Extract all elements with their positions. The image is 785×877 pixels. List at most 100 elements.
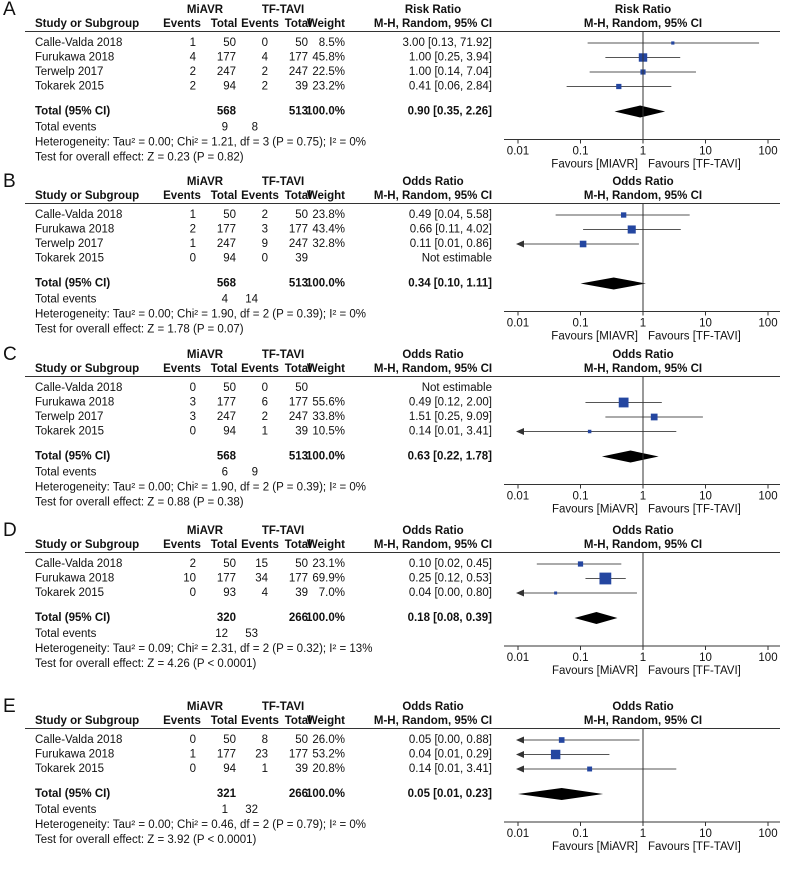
column-header: Events bbox=[241, 539, 279, 551]
panel-label: B bbox=[3, 171, 16, 192]
cell: 39 bbox=[295, 253, 308, 265]
effect-method: M-H, Random, 95% CI bbox=[374, 363, 492, 375]
cell: 321 bbox=[217, 788, 237, 800]
column-header: Study or Subgroup bbox=[35, 190, 139, 202]
weight: 23.8% bbox=[312, 209, 345, 221]
x-tick-label: 100 bbox=[758, 146, 777, 158]
favours-label: Favours [TF-TAVI] bbox=[648, 331, 741, 343]
weight: 10.5% bbox=[312, 426, 345, 438]
cell: 39 bbox=[295, 426, 308, 438]
cell: 177 bbox=[217, 397, 236, 409]
group-header: TF-TAVI bbox=[262, 701, 304, 713]
cell: 3 bbox=[190, 411, 196, 423]
cell: 34 bbox=[255, 573, 268, 585]
x-tick-label: 10 bbox=[699, 652, 712, 664]
cell: 177 bbox=[289, 224, 308, 236]
column-header: Total bbox=[285, 539, 312, 551]
favours-label: Favours [TF-TAVI] bbox=[648, 665, 741, 677]
study-square bbox=[599, 572, 612, 585]
heterogeneity: Heterogeneity: Tau² = 0.00; Chi² = 1.90,… bbox=[35, 482, 366, 494]
weight: 55.6% bbox=[312, 397, 345, 409]
cell: 247 bbox=[217, 238, 236, 250]
total-label: Total (95% CI) bbox=[35, 451, 110, 463]
cell: 177 bbox=[217, 224, 236, 236]
total-label: Total (95% CI) bbox=[35, 106, 110, 118]
study-name: Furukawa 2018 bbox=[35, 224, 114, 236]
weight: 53.2% bbox=[312, 749, 345, 761]
plot-title: Odds Ratio bbox=[612, 701, 673, 713]
cell: 4 bbox=[222, 294, 229, 306]
cell: 50 bbox=[223, 734, 236, 746]
column-header: Total bbox=[211, 363, 238, 375]
x-tick-label: 0.1 bbox=[573, 828, 589, 840]
study-name: Furukawa 2018 bbox=[35, 749, 114, 761]
column-header: Events bbox=[241, 190, 279, 202]
estimate: 0.18 [0.08, 0.39] bbox=[408, 612, 493, 624]
x-tick-label: 10 bbox=[699, 491, 712, 503]
estimate: 0.66 [0.11, 4.02] bbox=[410, 224, 492, 236]
study-name: Terwelp 2017 bbox=[35, 238, 103, 250]
cell: 93 bbox=[223, 587, 236, 599]
total-events-label: Total events bbox=[35, 122, 97, 134]
group-header: MiAVR bbox=[187, 701, 224, 713]
x-tick-label: 0.1 bbox=[573, 652, 589, 664]
x-tick-label: 10 bbox=[699, 318, 712, 330]
group-header: TF-TAVI bbox=[262, 4, 304, 16]
heterogeneity: Heterogeneity: Tau² = 0.09; Chi² = 2.31,… bbox=[35, 643, 372, 655]
cell: 94 bbox=[223, 763, 236, 775]
weight: 69.9% bbox=[312, 573, 345, 585]
estimate: 0.34 [0.10, 1.11] bbox=[408, 278, 492, 290]
x-tick-label: 100 bbox=[758, 318, 777, 330]
weight: 23.2% bbox=[312, 81, 345, 93]
x-tick-label: 100 bbox=[758, 652, 777, 664]
column-header: Total bbox=[211, 190, 238, 202]
panel-label: E bbox=[3, 696, 16, 717]
cell: 39 bbox=[295, 763, 308, 775]
cell: 177 bbox=[289, 397, 308, 409]
ci-arrow bbox=[516, 736, 524, 744]
cell: 4 bbox=[262, 587, 269, 599]
estimate: 0.05 [0.01, 0.23] bbox=[408, 788, 493, 800]
column-header: Total bbox=[285, 363, 312, 375]
cell: 177 bbox=[217, 749, 236, 761]
favours-label: Favours [MiAVR] bbox=[552, 504, 638, 516]
estimate: 0.11 [0.01, 0.86] bbox=[410, 238, 492, 250]
estimate: 3.00 [0.13, 71.92] bbox=[402, 37, 492, 49]
column-header: Total bbox=[285, 190, 312, 202]
x-tick-label: 10 bbox=[699, 146, 712, 158]
study-name: Calle-Valda 2018 bbox=[35, 37, 122, 49]
column-header: Study or Subgroup bbox=[35, 18, 139, 30]
cell: 50 bbox=[295, 37, 308, 49]
cell: 1 bbox=[190, 238, 196, 250]
weight: 7.0% bbox=[319, 587, 345, 599]
total-diamond bbox=[574, 612, 618, 624]
column-header: Total bbox=[211, 539, 238, 551]
cell: 0 bbox=[190, 587, 196, 599]
column-header: Weight bbox=[307, 363, 345, 375]
cell: 513 bbox=[289, 278, 308, 290]
cell: 0 bbox=[262, 382, 268, 394]
x-tick-label: 0.01 bbox=[507, 828, 529, 840]
cell: 1 bbox=[190, 209, 196, 221]
weight: 23.1% bbox=[312, 558, 345, 570]
cell: 8 bbox=[262, 734, 268, 746]
estimate: 0.05 [0.00, 0.88] bbox=[409, 734, 492, 746]
study-name: Furukawa 2018 bbox=[35, 397, 114, 409]
x-tick-label: 0.01 bbox=[507, 318, 529, 330]
total-diamond bbox=[601, 450, 659, 463]
panel-label: A bbox=[3, 0, 16, 20]
cell: 2 bbox=[190, 558, 196, 570]
cell: 9 bbox=[252, 467, 258, 479]
total-label: Total (95% CI) bbox=[35, 788, 110, 800]
cell: 177 bbox=[289, 573, 308, 585]
cell: 50 bbox=[295, 382, 308, 394]
estimate: 0.41 [0.06, 2.84] bbox=[409, 81, 492, 93]
weight: 8.5% bbox=[319, 37, 345, 49]
estimate: Not estimable bbox=[422, 253, 492, 265]
cell: 50 bbox=[223, 209, 236, 221]
estimate: 1.00 [0.25, 3.94] bbox=[409, 52, 492, 64]
heterogeneity: Heterogeneity: Tau² = 0.00; Chi² = 1.90,… bbox=[35, 309, 366, 321]
cell: 2 bbox=[262, 411, 268, 423]
cell: 2 bbox=[262, 81, 268, 93]
cell: 2 bbox=[262, 209, 268, 221]
